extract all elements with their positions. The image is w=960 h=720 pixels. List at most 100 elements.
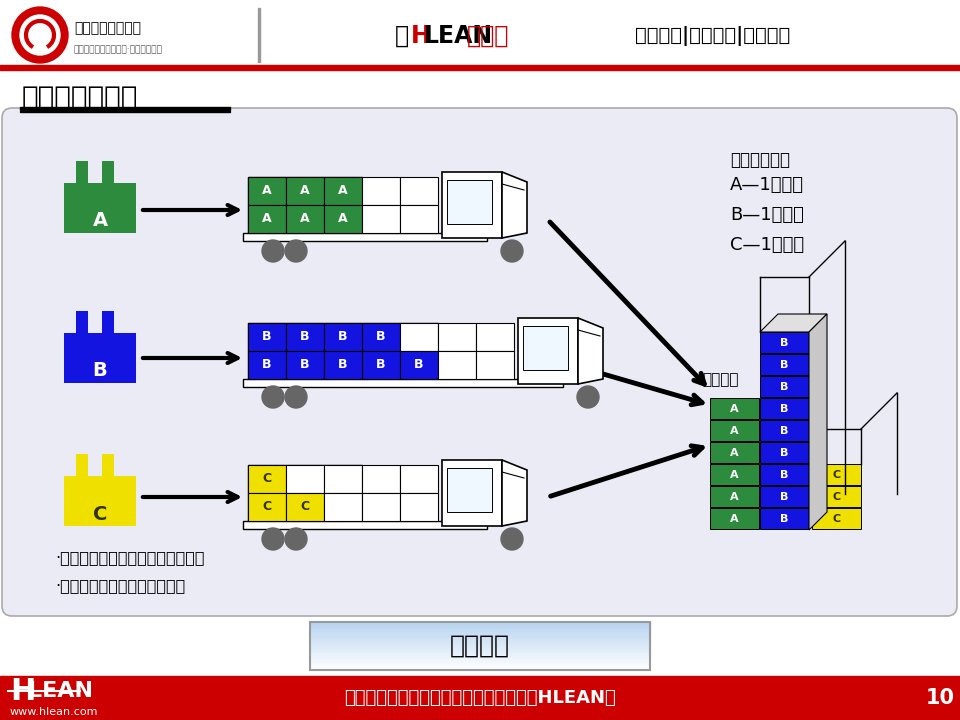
Text: A: A (338, 212, 348, 225)
Bar (310, 626, 650, 627)
Text: B: B (780, 448, 789, 457)
Bar (310, 638, 650, 639)
Bar (64, 486, 136, 526)
Bar (400, 465, 438, 493)
Text: C: C (832, 492, 841, 502)
Bar (760, 508, 809, 529)
Bar (248, 205, 286, 233)
Bar (324, 177, 362, 205)
Text: www.hlean.com: www.hlean.com (10, 707, 99, 717)
Bar (310, 666, 650, 667)
Text: A: A (731, 448, 739, 457)
Bar (442, 460, 502, 526)
Bar (812, 464, 861, 485)
Text: A: A (92, 212, 108, 230)
Bar (400, 177, 438, 205)
Polygon shape (64, 161, 136, 193)
Text: B: B (780, 359, 789, 369)
Text: B: B (338, 359, 348, 372)
Bar (310, 625, 650, 626)
Bar (760, 464, 809, 485)
Bar (710, 442, 759, 463)
Bar (0, 0, 960, 70)
Polygon shape (502, 460, 527, 526)
Bar (310, 642, 650, 643)
Bar (310, 664, 650, 665)
Text: A: A (731, 469, 739, 480)
Bar (248, 323, 286, 351)
Bar (286, 323, 324, 351)
Text: B: B (780, 382, 789, 392)
Text: H: H (10, 677, 36, 706)
Bar (710, 508, 759, 529)
Bar (20, 107, 230, 109)
Bar (324, 351, 362, 379)
Circle shape (12, 7, 68, 63)
Bar (310, 662, 650, 663)
Bar (310, 632, 650, 633)
Bar (310, 630, 650, 631)
Bar (286, 465, 324, 493)
Text: B: B (262, 359, 272, 372)
Bar (310, 647, 650, 648)
Polygon shape (809, 314, 827, 530)
Circle shape (501, 528, 523, 550)
Text: LEAN: LEAN (424, 24, 493, 48)
Bar (324, 205, 362, 233)
Bar (310, 622, 650, 623)
Text: 精益生产|智能制造|管理前沿: 精益生产|智能制造|管理前沿 (635, 26, 790, 46)
Bar (310, 655, 650, 656)
Bar (310, 660, 650, 661)
Text: C: C (832, 513, 841, 523)
Text: （搬运次数）: （搬运次数） (730, 151, 790, 169)
Bar (760, 420, 809, 441)
Text: B: B (780, 426, 789, 436)
Bar (447, 180, 492, 224)
Bar (310, 665, 650, 666)
Bar (310, 663, 650, 664)
Bar (710, 420, 759, 441)
Text: C: C (300, 500, 309, 513)
Bar (310, 646, 650, 647)
Bar (243, 521, 487, 529)
Bar (476, 351, 514, 379)
Polygon shape (578, 318, 603, 384)
Bar (438, 351, 476, 379)
Bar (310, 623, 650, 624)
Bar (362, 177, 400, 205)
Text: （客户）: （客户） (702, 372, 738, 387)
Bar (310, 661, 650, 662)
Circle shape (262, 240, 284, 262)
Bar (310, 639, 650, 640)
Bar (286, 493, 324, 521)
Bar (310, 633, 650, 634)
Bar (442, 172, 502, 238)
Bar (310, 636, 650, 637)
Bar (248, 465, 362, 521)
Bar (310, 659, 650, 660)
Text: B: B (415, 359, 423, 372)
Bar (760, 376, 809, 397)
Circle shape (262, 386, 284, 408)
Text: A: A (338, 184, 348, 197)
Bar (812, 508, 861, 529)
Bar (362, 493, 400, 521)
Bar (64, 343, 136, 383)
Bar (523, 326, 568, 370)
Text: A: A (731, 426, 739, 436)
Bar (64, 193, 136, 233)
Text: B: B (376, 330, 386, 343)
Bar (518, 318, 578, 384)
Text: A: A (300, 184, 310, 197)
Text: B—1次／天: B—1次／天 (730, 206, 804, 224)
Circle shape (285, 240, 307, 262)
Text: B: B (300, 330, 310, 343)
Text: B: B (780, 469, 789, 480)
Bar (310, 667, 650, 668)
Bar (438, 323, 476, 351)
Text: C: C (93, 505, 108, 523)
Bar (710, 486, 759, 507)
Bar (812, 486, 861, 507)
Text: C: C (262, 472, 272, 485)
Text: 中国先进精益管理体系·智能制造系统: 中国先进精益管理体系·智能制造系统 (74, 45, 163, 55)
